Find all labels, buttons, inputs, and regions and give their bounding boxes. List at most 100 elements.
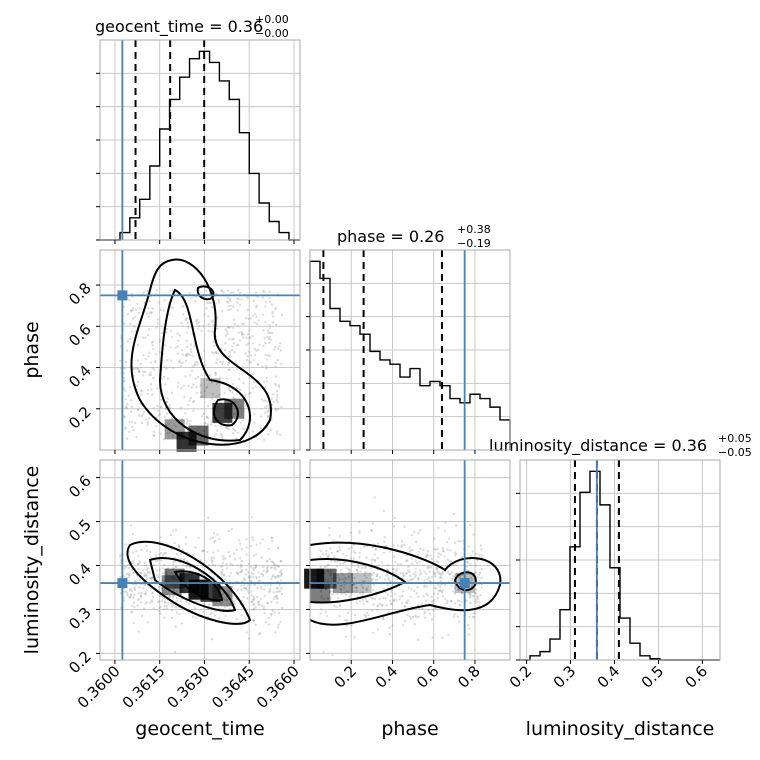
sample-point xyxy=(145,549,149,552)
sample-point xyxy=(265,380,268,383)
sample-point xyxy=(175,611,179,614)
sample-point xyxy=(278,345,281,348)
histogram-geocent_time xyxy=(100,50,300,241)
sample-point xyxy=(254,566,257,570)
sample-point xyxy=(139,362,143,366)
sample-point xyxy=(221,568,224,572)
sample-point xyxy=(347,576,350,579)
sample-point xyxy=(240,548,243,551)
sample-point xyxy=(268,588,272,591)
sample-point xyxy=(183,558,186,562)
sample-point xyxy=(454,551,457,554)
sample-point xyxy=(418,573,421,576)
sample-point xyxy=(251,386,254,390)
sample-point xyxy=(164,552,167,555)
sample-point xyxy=(124,398,128,401)
sample-point xyxy=(348,570,351,574)
sample-point xyxy=(143,607,146,610)
sample-point xyxy=(225,300,229,304)
sample-point xyxy=(151,592,154,595)
sample-point xyxy=(406,559,409,562)
sample-point xyxy=(233,429,237,432)
sample-point xyxy=(207,516,210,519)
density-cell xyxy=(200,378,221,399)
sample-point xyxy=(361,598,364,602)
sample-point xyxy=(343,560,346,564)
sample-point xyxy=(180,348,184,352)
sample-point xyxy=(260,415,263,418)
sample-point xyxy=(247,562,251,566)
sample-point xyxy=(414,573,417,577)
sample-point xyxy=(461,591,464,595)
sample-point xyxy=(209,613,212,616)
sample-point xyxy=(200,550,204,553)
sample-point xyxy=(251,342,255,345)
sample-point xyxy=(348,597,351,600)
sample-point xyxy=(436,560,440,564)
sample-point xyxy=(163,365,166,368)
sample-point xyxy=(130,292,133,295)
sample-point xyxy=(379,602,382,605)
sample-point xyxy=(358,592,362,595)
sample-point xyxy=(402,571,405,575)
sample-point xyxy=(358,531,361,535)
sample-point xyxy=(468,562,471,566)
sample-point xyxy=(151,591,155,594)
sample-point xyxy=(237,331,240,334)
sample-point xyxy=(138,585,141,589)
sample-point xyxy=(378,597,381,601)
sample-point xyxy=(388,599,392,603)
sample-point xyxy=(277,547,280,550)
sample-point xyxy=(417,595,420,598)
sample-point xyxy=(437,526,440,529)
sample-point xyxy=(245,358,249,362)
sample-point xyxy=(149,383,153,386)
sample-point xyxy=(172,563,175,566)
sample-point xyxy=(232,427,235,431)
sample-point xyxy=(211,351,214,354)
sample-point xyxy=(330,551,333,554)
sample-point xyxy=(180,418,184,421)
sample-point xyxy=(471,550,474,553)
sample-point xyxy=(474,599,477,602)
sample-point xyxy=(445,602,449,605)
sample-point xyxy=(264,305,267,308)
sample-point xyxy=(206,551,209,554)
sample-point xyxy=(344,619,347,622)
sample-point xyxy=(415,540,418,544)
sample-point xyxy=(350,564,354,567)
sample-point xyxy=(218,537,221,541)
sample-point xyxy=(354,586,358,590)
sample-point xyxy=(476,597,480,601)
sample-point xyxy=(240,298,243,301)
sample-point xyxy=(181,361,184,364)
sample-point xyxy=(273,595,277,599)
sample-point xyxy=(227,368,230,372)
sample-point xyxy=(361,585,364,588)
sample-point xyxy=(177,545,181,548)
sample-point xyxy=(388,633,392,636)
sample-point xyxy=(396,544,400,547)
sample-point xyxy=(166,359,169,362)
sample-point xyxy=(156,318,160,321)
sample-point xyxy=(148,311,152,314)
sample-point xyxy=(266,566,269,569)
sample-point xyxy=(436,548,439,551)
sample-point xyxy=(139,571,142,574)
sample-point xyxy=(265,358,268,361)
sample-point xyxy=(437,555,440,559)
sample-point xyxy=(236,324,239,327)
histogram-phase xyxy=(309,260,511,450)
sample-point xyxy=(268,335,271,339)
sample-point xyxy=(246,584,249,587)
sample-point xyxy=(221,564,224,567)
sample-point xyxy=(254,623,257,627)
sample-point xyxy=(250,594,253,597)
sample-point xyxy=(279,349,283,352)
sample-point xyxy=(339,569,343,572)
sample-point xyxy=(391,567,395,571)
sample-point xyxy=(276,432,279,436)
sample-point xyxy=(236,571,239,574)
sample-point xyxy=(408,574,412,577)
sample-point xyxy=(245,343,248,347)
